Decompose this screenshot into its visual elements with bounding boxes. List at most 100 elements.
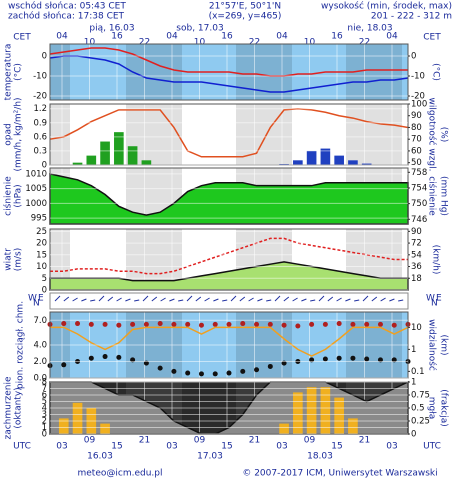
line	[49, 107, 409, 158]
bar	[361, 163, 372, 165]
y-axis-label: temperatura	[4, 44, 14, 101]
wind-barb	[116, 297, 122, 302]
y-tick-label: 1000	[25, 199, 47, 209]
wind-dir-label: E	[38, 294, 44, 304]
bar	[127, 146, 138, 165]
hour-label: 16	[331, 32, 343, 42]
wind-barb	[186, 295, 193, 302]
wind-dir-label: N	[33, 299, 40, 309]
dot	[157, 321, 163, 327]
y-axis-label: (m/s)	[14, 248, 24, 272]
hour-label: 10	[194, 38, 206, 48]
wind-barb	[160, 297, 166, 302]
y-tick-label: 6	[42, 391, 47, 401]
y2-axis-label: (frakcja)	[439, 389, 449, 427]
hour-label: 15	[111, 442, 122, 452]
y-tick-label: 8	[42, 378, 47, 388]
night-band	[236, 104, 292, 165]
y2-axis-label: mgła	[427, 397, 437, 420]
y2-axis-label: (%)	[439, 127, 449, 143]
time-zone: CET	[13, 33, 31, 43]
y2-tick-label: 90	[411, 227, 422, 237]
bar	[306, 150, 317, 165]
dot	[198, 371, 204, 377]
dot	[322, 321, 328, 327]
elevation: 201 - 222 - 312 m	[371, 12, 452, 22]
elevation-title: wysokość (min, środek, max)	[321, 1, 452, 12]
y-tick-label: 0	[42, 52, 47, 62]
wind-barb	[195, 296, 202, 302]
y-tick-label: -10	[33, 72, 47, 82]
y2-tick-label: 746	[411, 215, 427, 225]
dot	[88, 321, 94, 327]
panel	[49, 103, 409, 166]
dot	[377, 321, 383, 327]
hour-label: 04	[56, 32, 68, 42]
wind-dir-label: W	[426, 294, 435, 304]
bar	[114, 132, 124, 165]
hour-label: 10	[84, 38, 96, 48]
hour-label: 22	[359, 38, 370, 48]
wind-barb	[248, 297, 254, 302]
y-tick-label: 0.3	[33, 146, 47, 156]
y-tick-label: 0.9	[33, 118, 47, 128]
y-axis-label: pion. rozciągł. chm.	[16, 301, 26, 389]
time-zone: CET	[423, 33, 441, 43]
y2-tick-label: 18	[411, 274, 422, 284]
bar	[320, 387, 331, 434]
bar	[293, 160, 303, 165]
y2-tick-label: 1	[411, 345, 416, 355]
time-zone: UTC	[13, 442, 31, 452]
wind-barb	[107, 296, 114, 302]
dot	[212, 321, 218, 327]
dot	[226, 321, 232, 327]
hour-label: 03	[276, 442, 287, 452]
y-tick-label: 3	[42, 410, 47, 420]
bar	[141, 160, 152, 165]
bar	[100, 141, 110, 165]
dot	[350, 321, 356, 327]
y2-tick-label: -10	[411, 72, 425, 82]
hour-label: 09	[84, 436, 96, 446]
dot	[198, 322, 204, 328]
bar	[72, 162, 83, 165]
line	[50, 326, 409, 357]
bar	[86, 155, 97, 165]
sunrise: wschód słońca: 05:43 CET	[8, 1, 126, 12]
wind-barb	[178, 299, 184, 302]
dot	[185, 370, 191, 376]
y-axis-label: (oktanty)	[14, 387, 24, 428]
y-tick-label: 4	[42, 404, 47, 414]
wind-barb	[318, 295, 325, 302]
hour-label: 22	[249, 38, 260, 48]
dot	[309, 321, 315, 327]
dot	[143, 321, 149, 327]
dot	[267, 321, 273, 327]
hour-label: 04	[276, 32, 288, 42]
wind-barb	[380, 297, 386, 302]
time-zone: UTC	[423, 442, 441, 452]
bar	[279, 423, 289, 434]
hour-label: 21	[249, 436, 260, 446]
wind-barb	[81, 298, 87, 302]
y-axis-label: (mm/h, kg/m²/h)	[14, 97, 24, 171]
y-tick-label: 10	[36, 262, 47, 272]
hour-label: 21	[359, 436, 370, 446]
hour-label: 03	[386, 442, 397, 452]
wind-barb	[362, 295, 369, 302]
dot	[364, 321, 370, 327]
y-tick-label: 25	[36, 227, 47, 237]
night-band	[50, 229, 70, 290]
email: meteo@icm.edu.pl	[78, 469, 163, 479]
y2-axis-label: (km/h)	[431, 245, 441, 275]
wind-barb	[283, 296, 290, 302]
wind-barb	[90, 299, 96, 302]
dot	[295, 323, 301, 329]
panel-frame	[49, 43, 409, 101]
wind-barb	[398, 299, 404, 302]
coords: 21°57'E, 50°1'N	[209, 2, 281, 12]
bar	[72, 402, 83, 434]
dot	[102, 354, 108, 360]
wind-barb	[310, 299, 316, 302]
wind-barb	[292, 297, 298, 302]
